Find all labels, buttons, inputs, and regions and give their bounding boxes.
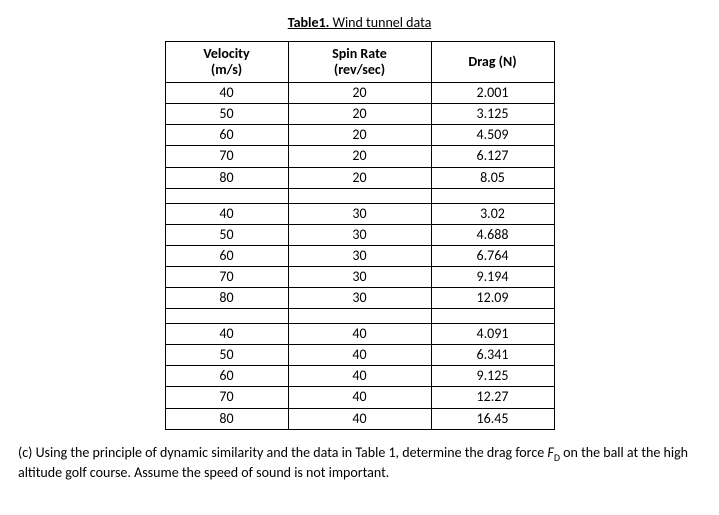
table-cell: 40 <box>165 203 288 224</box>
table-cell: 40 <box>288 324 431 345</box>
table-cell: 30 <box>288 203 431 224</box>
table-cell: 50 <box>165 104 288 125</box>
table-cell: 70 <box>165 387 288 408</box>
table-cell: 80 <box>165 288 288 309</box>
table-cell: 40 <box>288 345 431 366</box>
col-header-spin-unit: (rev/sec) <box>334 61 385 78</box>
table-cell: 30 <box>288 224 431 245</box>
table-row: 60306.764 <box>165 245 554 266</box>
table-cell: 80 <box>165 167 288 188</box>
table-row: 803012.09 <box>165 288 554 309</box>
table-cell: 70 <box>165 266 288 287</box>
col-header-spin-label: Spin Rate <box>332 45 387 62</box>
table-cell: 9.125 <box>431 366 554 387</box>
col-header-velocity: Velocity (m/s) <box>165 42 288 83</box>
question-prefix: (c) Using the principle of dynamic simil… <box>18 444 547 461</box>
table-cell: 40 <box>288 387 431 408</box>
table-cell: 9.194 <box>431 266 554 287</box>
table-cell: 30 <box>288 288 431 309</box>
table-cell: 20 <box>288 146 431 167</box>
table-cell: 80 <box>165 408 288 429</box>
wind-tunnel-table: Velocity (m/s) Spin Rate (rev/sec) Drag … <box>165 41 555 430</box>
table-row: 704012.27 <box>165 387 554 408</box>
table-cell: 6.127 <box>431 146 554 167</box>
table-row: 40404.091 <box>165 324 554 345</box>
table-row: 50203.125 <box>165 104 554 125</box>
col-header-drag-label: Drag (N) <box>468 53 516 70</box>
table-cell: 30 <box>288 266 431 287</box>
table-row: 70309.194 <box>165 266 554 287</box>
table-caption-label: Table1. <box>288 14 330 31</box>
table-gap-row <box>165 188 554 203</box>
table-gap-row <box>165 309 554 324</box>
table-cell: 3.02 <box>431 203 554 224</box>
table-cell: 12.27 <box>431 387 554 408</box>
table-cell: 60 <box>165 366 288 387</box>
table-cell: 50 <box>165 224 288 245</box>
table-caption: Table1. Wind tunnel data <box>18 14 701 31</box>
table-cell: 40 <box>288 408 431 429</box>
table-caption-text: Wind tunnel data <box>329 14 431 31</box>
table-cell: 6.764 <box>431 245 554 266</box>
table-row: 804016.45 <box>165 408 554 429</box>
table-row: 60409.125 <box>165 366 554 387</box>
table-cell: 20 <box>288 104 431 125</box>
table-cell: 4.509 <box>431 125 554 146</box>
col-header-velocity-label: Velocity <box>203 45 249 62</box>
table-cell: 4.091 <box>431 324 554 345</box>
table-cell: 70 <box>165 146 288 167</box>
table-cell: 40 <box>165 324 288 345</box>
table-cell: 20 <box>288 83 431 104</box>
table-cell: 60 <box>165 245 288 266</box>
table-cell: 40 <box>165 83 288 104</box>
table-cell: 8.05 <box>431 167 554 188</box>
table-cell: 4.688 <box>431 224 554 245</box>
table-cell: 50 <box>165 345 288 366</box>
table-cell: 6.341 <box>431 345 554 366</box>
table-row: 60204.509 <box>165 125 554 146</box>
table-cell: 30 <box>288 245 431 266</box>
table-cell: 60 <box>165 125 288 146</box>
table-row: 50406.341 <box>165 345 554 366</box>
table-wrapper: Velocity (m/s) Spin Rate (rev/sec) Drag … <box>18 41 701 430</box>
table-cell: 12.09 <box>431 288 554 309</box>
table-row: 70206.127 <box>165 146 554 167</box>
table-header-row: Velocity (m/s) Spin Rate (rev/sec) Drag … <box>165 42 554 83</box>
col-header-velocity-unit: (m/s) <box>211 61 242 78</box>
table-body: 40202.00150203.12560204.50970206.1278020… <box>165 83 554 429</box>
table-cell: 40 <box>288 366 431 387</box>
table-cell: 16.45 <box>431 408 554 429</box>
col-header-spin: Spin Rate (rev/sec) <box>288 42 431 83</box>
col-header-drag: Drag (N) <box>431 42 554 83</box>
table-cell: 20 <box>288 167 431 188</box>
table-row: 40202.001 <box>165 83 554 104</box>
table-row: 50304.688 <box>165 224 554 245</box>
table-row: 80208.05 <box>165 167 554 188</box>
table-cell: 3.125 <box>431 104 554 125</box>
table-cell: 20 <box>288 125 431 146</box>
table-row: 40303.02 <box>165 203 554 224</box>
table-cell: 2.001 <box>431 83 554 104</box>
question-paragraph: (c) Using the principle of dynamic simil… <box>18 444 701 482</box>
